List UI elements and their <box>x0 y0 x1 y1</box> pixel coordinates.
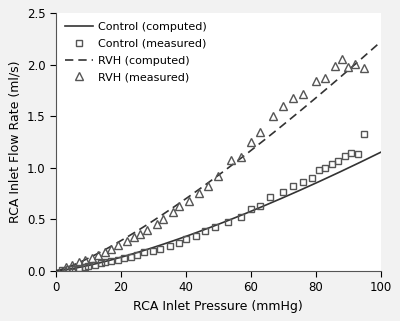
RVH (measured) <box>125 239 130 243</box>
Control (measured) <box>203 229 208 232</box>
Control (measured) <box>268 195 272 198</box>
RVH (measured) <box>333 64 338 68</box>
Control (measured) <box>135 253 140 257</box>
Control (measured) <box>183 237 188 241</box>
RVH (measured) <box>300 92 305 96</box>
Control (measured) <box>109 259 114 263</box>
RVH (computed) <box>378 40 383 44</box>
Control (measured) <box>342 154 347 158</box>
RVH (computed) <box>258 141 262 145</box>
Control (measured) <box>300 180 305 184</box>
Control (measured) <box>177 241 182 245</box>
Line: Control (measured): Control (measured) <box>59 130 368 273</box>
Control (computed) <box>182 235 187 239</box>
Control (measured) <box>141 250 146 254</box>
Control (computed) <box>54 269 58 273</box>
Control (measured) <box>362 132 367 136</box>
Control (measured) <box>83 265 88 268</box>
Control (computed) <box>288 193 293 196</box>
Control (computed) <box>159 243 164 247</box>
RVH (measured) <box>63 265 68 268</box>
Control (measured) <box>76 266 81 270</box>
Control (measured) <box>158 247 162 251</box>
Control (measured) <box>128 256 133 259</box>
Control (measured) <box>167 244 172 248</box>
Control (computed) <box>378 151 383 154</box>
RVH (measured) <box>238 156 243 160</box>
RVH (computed) <box>159 213 164 217</box>
RVH (measured) <box>346 65 350 69</box>
Control (computed) <box>92 262 97 266</box>
RVH (measured) <box>229 158 234 161</box>
Control (measured) <box>70 267 74 271</box>
RVH (measured) <box>89 256 94 260</box>
RVH (measured) <box>177 204 182 208</box>
Control (measured) <box>290 184 295 188</box>
Line: Control (computed): Control (computed) <box>56 152 380 271</box>
Control (measured) <box>226 221 230 224</box>
RVH (measured) <box>313 79 318 83</box>
Control (measured) <box>281 191 286 195</box>
Control (measured) <box>99 262 104 265</box>
Control (measured) <box>323 166 328 170</box>
Control (measured) <box>330 162 334 166</box>
Control (measured) <box>115 258 120 262</box>
Control (measured) <box>356 152 360 156</box>
Y-axis label: RCA Inlet Flow Rate (ml/s): RCA Inlet Flow Rate (ml/s) <box>8 61 21 223</box>
RVH (measured) <box>290 96 295 100</box>
RVH (measured) <box>196 192 201 195</box>
Control (measured) <box>336 159 341 162</box>
RVH (measured) <box>216 174 221 178</box>
RVH (measured) <box>109 247 114 251</box>
RVH (measured) <box>258 130 263 134</box>
Control (measured) <box>193 234 198 238</box>
RVH (measured) <box>138 232 143 236</box>
X-axis label: RCA Inlet Pressure (mmHg): RCA Inlet Pressure (mmHg) <box>133 300 303 313</box>
RVH (computed) <box>92 253 97 257</box>
Control (measured) <box>60 268 65 272</box>
RVH (measured) <box>352 62 357 66</box>
Control (measured) <box>212 226 217 230</box>
Control (measured) <box>86 264 91 267</box>
RVH (measured) <box>76 261 81 265</box>
Control (measured) <box>102 261 107 265</box>
RVH (measured) <box>144 228 149 231</box>
RVH (measured) <box>154 222 159 226</box>
Control (measured) <box>258 204 263 208</box>
RVH (measured) <box>323 76 328 80</box>
RVH (measured) <box>115 243 120 247</box>
Control (measured) <box>310 176 315 180</box>
Control (measured) <box>248 207 253 211</box>
Control (measured) <box>238 215 243 219</box>
Control (computed) <box>258 205 262 209</box>
RVH (measured) <box>70 263 74 266</box>
RVH (computed) <box>54 269 58 273</box>
Control (measured) <box>122 256 126 260</box>
Control (measured) <box>316 168 321 172</box>
RVH (measured) <box>102 250 107 254</box>
Control (measured) <box>151 249 156 253</box>
RVH (measured) <box>96 253 100 257</box>
Control (measured) <box>349 152 354 155</box>
RVH (measured) <box>170 210 175 214</box>
RVH (measured) <box>206 184 211 188</box>
RVH (measured) <box>248 140 253 144</box>
RVH (measured) <box>271 114 276 118</box>
RVH (computed) <box>182 198 187 202</box>
Line: RVH (computed): RVH (computed) <box>56 42 380 271</box>
RVH (measured) <box>339 57 344 61</box>
Control (computed) <box>290 192 294 196</box>
RVH (measured) <box>281 104 286 108</box>
Control (measured) <box>66 267 71 271</box>
RVH (measured) <box>132 235 136 239</box>
RVH (measured) <box>362 66 367 70</box>
RVH (measured) <box>187 199 192 203</box>
Legend: Control (computed), Control (measured), RVH (computed), RVH (measured): Control (computed), Control (measured), … <box>62 19 210 86</box>
RVH (measured) <box>83 258 88 262</box>
RVH (computed) <box>290 116 294 120</box>
RVH (computed) <box>288 117 293 121</box>
RVH (measured) <box>161 217 166 221</box>
Line: RVH (measured): RVH (measured) <box>62 55 368 271</box>
Control (measured) <box>92 263 97 266</box>
